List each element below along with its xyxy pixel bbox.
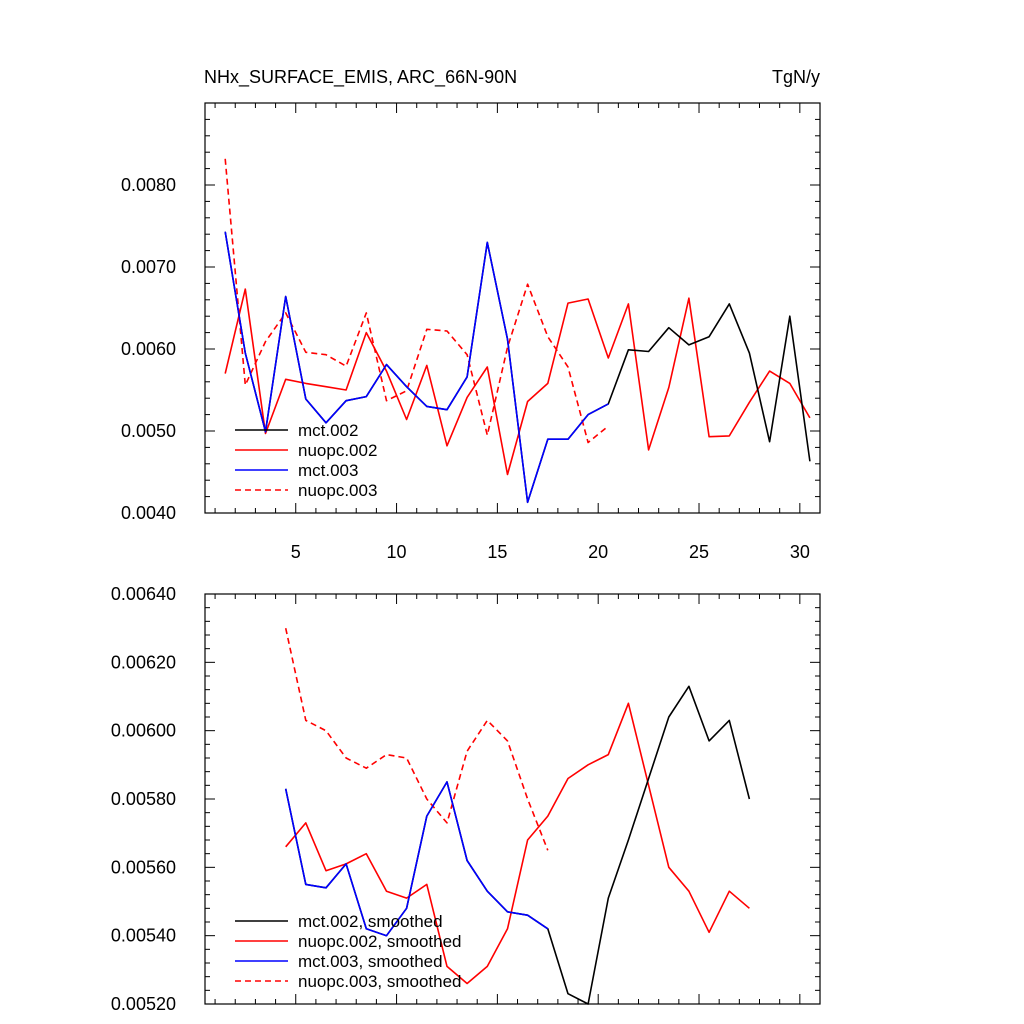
series-line-nuopc-003 [224, 158, 609, 444]
y-tick-label: 0.00600 [111, 721, 176, 741]
y-tick-label: 0.0070 [121, 257, 176, 277]
y-tick-label: 0.00640 [111, 584, 176, 604]
legend-label: nuopc.003, smoothed [298, 972, 462, 991]
y-tick-label: 0.0080 [121, 175, 176, 195]
legend-label: nuopc.002, smoothed [298, 932, 462, 951]
legend-label: mct.002, smoothed [298, 912, 443, 931]
y-tick-label: 0.00540 [111, 926, 176, 946]
legend-label: nuopc.002 [298, 441, 377, 460]
series-line-mct-003-smoothed [284, 781, 549, 937]
x-tick-label: 10 [387, 542, 407, 562]
chart-units: TgN/y [772, 67, 820, 87]
bottom-panel: 0.00520 0.00540 0.00560 0.00580 0.00600 0.006… [111, 584, 821, 1014]
y-tick-label: 0.00620 [111, 652, 176, 672]
series-line-mct-003 [224, 231, 609, 504]
legend-label: nuopc.003 [298, 481, 377, 500]
series-line-nuopc-002-smoothed [285, 702, 750, 985]
y-tick-label: 0.00580 [111, 789, 176, 809]
y-tick-label: 0.00560 [111, 857, 176, 877]
y-tick-label: 0.0040 [121, 503, 176, 523]
y-tick-label: 0.0050 [121, 421, 176, 441]
top-panel: 5 10 15 20 25 30 0.0040 0.0050 0.0060 0.0070 0.008… [121, 102, 821, 562]
x-tick-label: 25 [689, 542, 709, 562]
legend-label: mct.002 [298, 421, 358, 440]
y-tick-label: 0.00520 [111, 994, 176, 1014]
chart-title: NHx_SURFACE_EMIS, ARC_66N-90N [204, 67, 517, 88]
x-tick-label: 30 [790, 542, 810, 562]
x-tick-label: 15 [487, 542, 507, 562]
x-tick-label: 5 [291, 542, 301, 562]
series-line-nuopc-003-smoothed [284, 628, 549, 851]
y-tick-label: 0.0060 [121, 339, 176, 359]
plot-frame [204, 102, 821, 514]
legend-label: mct.003, smoothed [298, 952, 443, 971]
legend-label: mct.003 [298, 461, 358, 480]
x-tick-label: 20 [588, 542, 608, 562]
series-line-nuopc-002 [224, 288, 811, 476]
